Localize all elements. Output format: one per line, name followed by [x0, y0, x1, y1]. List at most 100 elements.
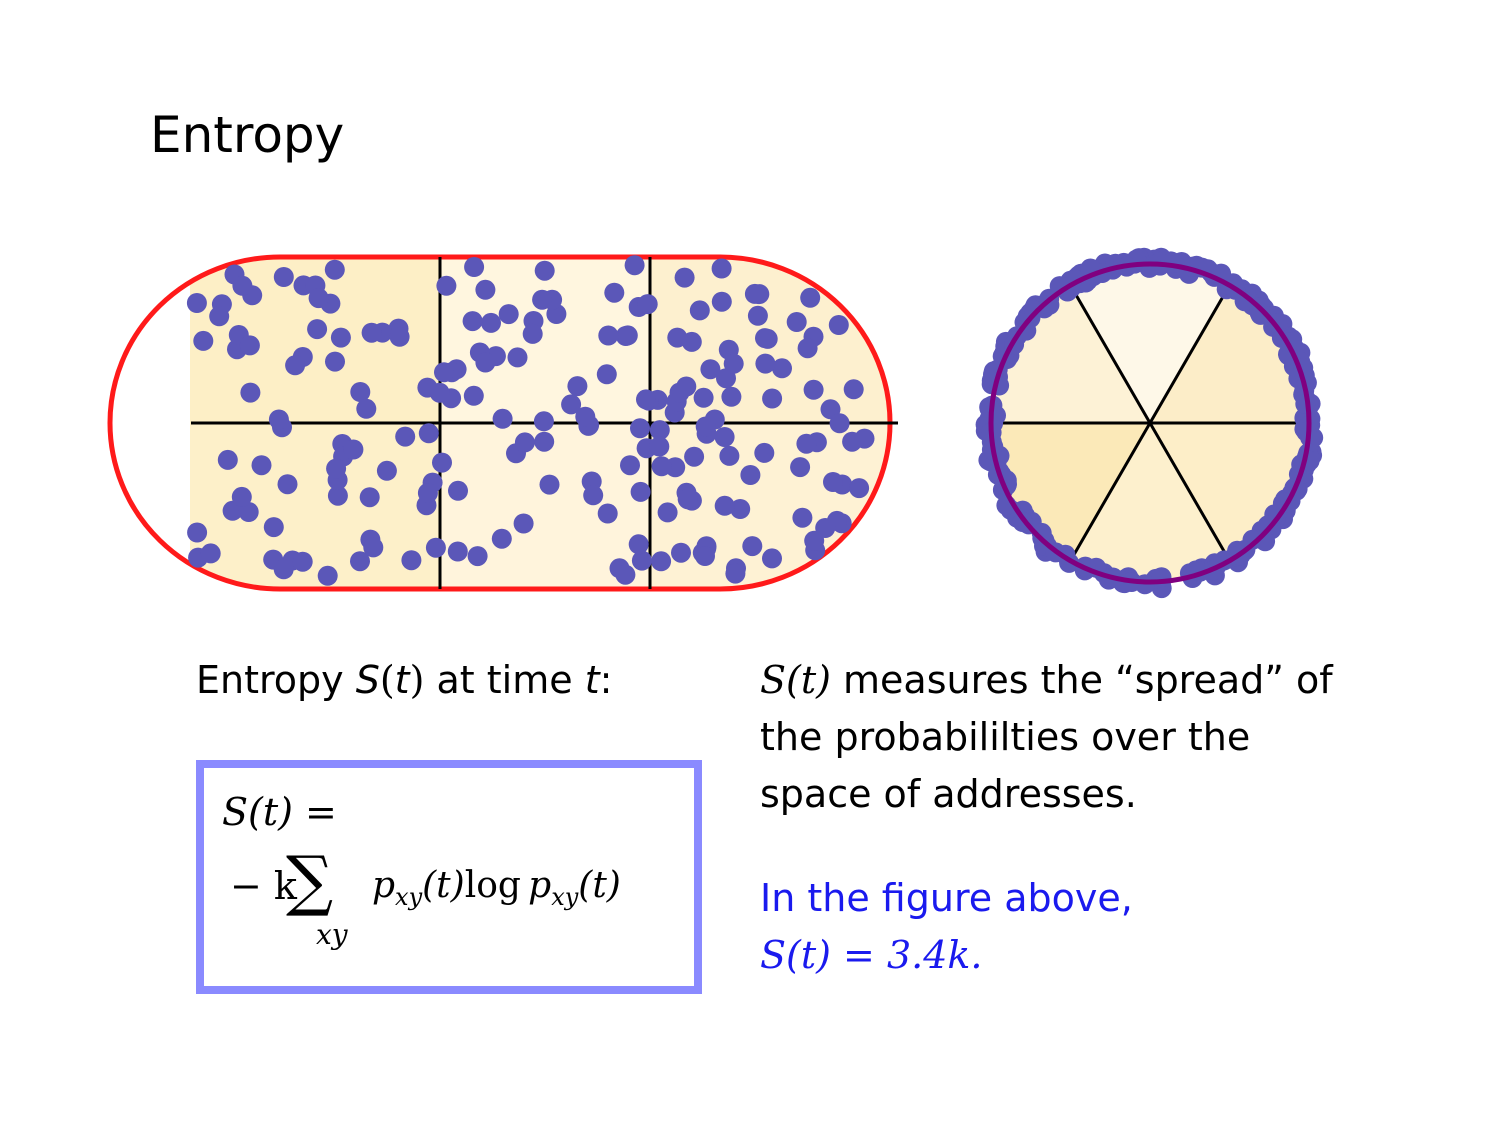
particle-dot	[436, 275, 457, 296]
particle-dot	[762, 548, 782, 569]
particle-dot	[684, 446, 705, 467]
particle-dot	[695, 416, 716, 437]
particle-dot	[649, 436, 670, 457]
particle-dot	[651, 456, 672, 477]
particle-dot	[583, 485, 604, 506]
particle-dot	[268, 409, 289, 430]
particle-dot	[522, 323, 543, 344]
particle-dot	[240, 382, 261, 403]
particle-dot	[854, 428, 875, 449]
capsule-particles	[186, 255, 875, 586]
particle-dot	[239, 335, 260, 356]
particle-dot	[307, 319, 328, 340]
formula-box: S(t) = − k ∑ xy pxy(t)log pxy(t)	[196, 760, 702, 994]
particle-dot	[747, 305, 768, 326]
formula-lhs: S(t) =	[222, 790, 337, 834]
particle-dot	[514, 432, 535, 453]
particle-dot	[308, 288, 329, 309]
particle-dot	[462, 311, 483, 332]
description-symbol: S(t)	[760, 658, 831, 702]
particle-dot	[762, 388, 783, 409]
particle-dot	[432, 452, 452, 473]
particle-dot	[730, 499, 751, 519]
particle-dot	[325, 351, 345, 372]
particle-dot	[330, 327, 351, 348]
caption-variable: t	[584, 658, 600, 702]
p-subscript: xy	[551, 883, 579, 911]
particle-dot	[829, 413, 850, 434]
particle-dot	[425, 537, 446, 558]
particle-dot	[676, 376, 697, 397]
particle-dot	[792, 507, 813, 528]
particle-dot	[343, 439, 364, 460]
particle-dot	[575, 406, 596, 427]
entropy-description: S(t) measures the “spread” of the probab…	[760, 652, 1360, 823]
particle-dot	[263, 517, 284, 538]
particle-dot	[711, 291, 732, 312]
particle-dot	[447, 541, 468, 562]
particle-dot	[628, 534, 649, 555]
formula-minus-k: − k	[230, 860, 297, 912]
particle-dot	[363, 537, 384, 558]
particle-dot	[561, 394, 582, 415]
particle-dot	[186, 293, 207, 313]
particle-dot	[597, 503, 618, 524]
particle-dot	[624, 255, 645, 276]
particle-dot	[815, 518, 836, 538]
particle-dot	[532, 289, 553, 310]
particle-dot	[429, 382, 450, 403]
particle-dot	[786, 312, 807, 332]
particle-dot	[740, 465, 761, 485]
particle-dot	[350, 382, 371, 402]
particle-dot	[667, 327, 688, 348]
particle-dot	[849, 478, 870, 499]
caption-paren: (	[379, 658, 395, 702]
particle-dot	[749, 284, 770, 305]
particle-dot	[620, 455, 640, 476]
caption-text: :	[599, 658, 613, 702]
particle-dot	[797, 338, 818, 359]
particle-dot	[491, 528, 512, 549]
particle-dot	[671, 542, 691, 563]
particle-dot	[1039, 294, 1060, 315]
particle-dot	[251, 455, 272, 476]
particle-dot	[273, 267, 294, 287]
formula-summand: pxy(t)log pxy(t)	[372, 860, 621, 923]
particle-dot	[721, 386, 742, 407]
particle-dot	[534, 431, 555, 452]
note-value: S(t) = 3.4k.	[760, 933, 983, 977]
particle-dot	[649, 420, 670, 441]
particle-dot	[674, 267, 695, 288]
particle-dot	[401, 550, 422, 571]
particle-dot	[604, 282, 625, 303]
particle-dot	[630, 418, 650, 439]
p-subscript: xy	[395, 883, 423, 911]
p-symbol: p	[372, 865, 396, 906]
particle-dot	[448, 480, 468, 501]
caption-text: at time	[424, 658, 585, 702]
particle-dot	[742, 536, 763, 557]
particle-dot	[395, 426, 416, 447]
particle-dot	[434, 362, 454, 383]
particle-dot	[539, 474, 560, 495]
caption-text: Entropy	[196, 658, 356, 702]
particle-dot	[513, 513, 534, 534]
particle-dot	[200, 543, 221, 564]
sigma-icon: ∑	[286, 842, 334, 919]
particle-dot	[475, 279, 496, 300]
particle-dot	[231, 486, 252, 507]
particle-dot	[418, 423, 439, 444]
particle-dot	[719, 445, 740, 466]
particle-dot	[327, 485, 348, 506]
particle-dot	[285, 355, 306, 376]
particle-dot	[725, 563, 746, 584]
caption-symbol: S	[355, 658, 380, 702]
caption-paren: )	[409, 658, 425, 702]
particle-dot	[637, 294, 658, 315]
particle-dot	[823, 472, 843, 492]
particle-dot	[534, 260, 555, 281]
p-argument: (t)	[422, 865, 465, 906]
circle-border	[988, 261, 1312, 585]
sum-index: xy	[316, 918, 348, 951]
particle-dot	[361, 322, 382, 343]
